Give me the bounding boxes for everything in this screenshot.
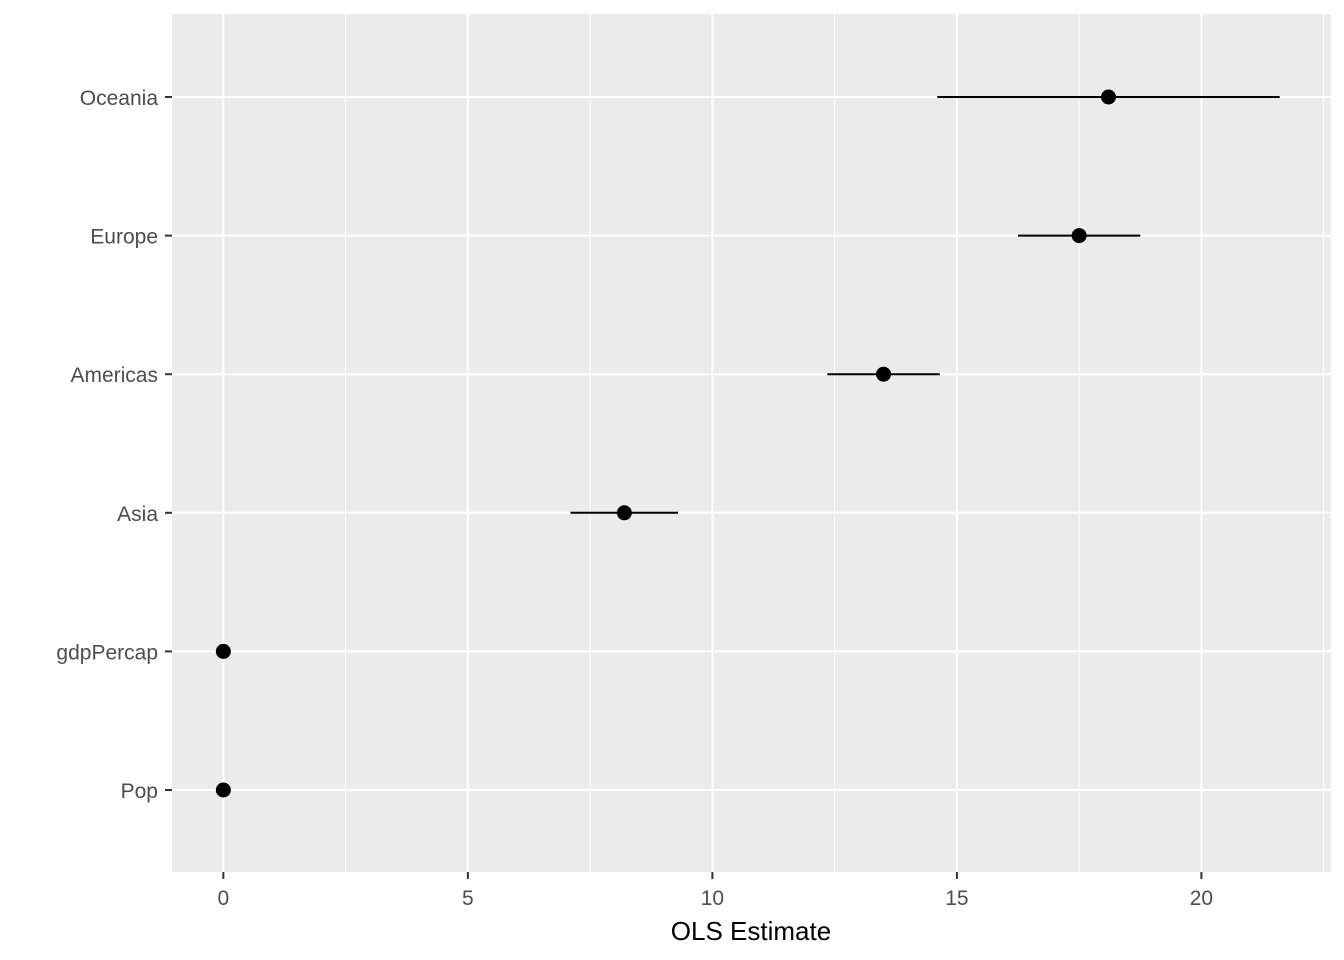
y-tick-label: Americas — [70, 364, 158, 387]
x-tick-label: 20 — [1190, 887, 1213, 910]
estimate-point — [215, 782, 231, 798]
y-tick-label: Asia — [117, 503, 158, 526]
grid-lines — [172, 14, 1331, 872]
estimate-point — [616, 505, 632, 521]
x-axis-title: OLS Estimate — [671, 916, 831, 946]
estimate-point — [876, 366, 892, 382]
x-tick-label: 15 — [945, 887, 968, 910]
x-tick-label: 10 — [701, 887, 724, 910]
y-tick-label: Pop — [121, 780, 158, 803]
estimate-point — [1100, 89, 1116, 105]
estimate-point — [215, 643, 231, 659]
axis-ticks: 0 5 10 15 20 Pop gdpPercap Asia Americas Europe Oc… — [56, 87, 1213, 910]
y-tick-label: gdpPercap — [56, 641, 158, 664]
y-tick-label: Europe — [90, 226, 158, 249]
estimate-point — [1071, 228, 1087, 244]
x-tick-label: 0 — [218, 887, 230, 910]
data-marks — [215, 89, 1280, 798]
x-tick-label: 5 — [462, 887, 474, 910]
plot-panel — [172, 14, 1331, 872]
y-tick-label: Oceania — [80, 87, 159, 110]
